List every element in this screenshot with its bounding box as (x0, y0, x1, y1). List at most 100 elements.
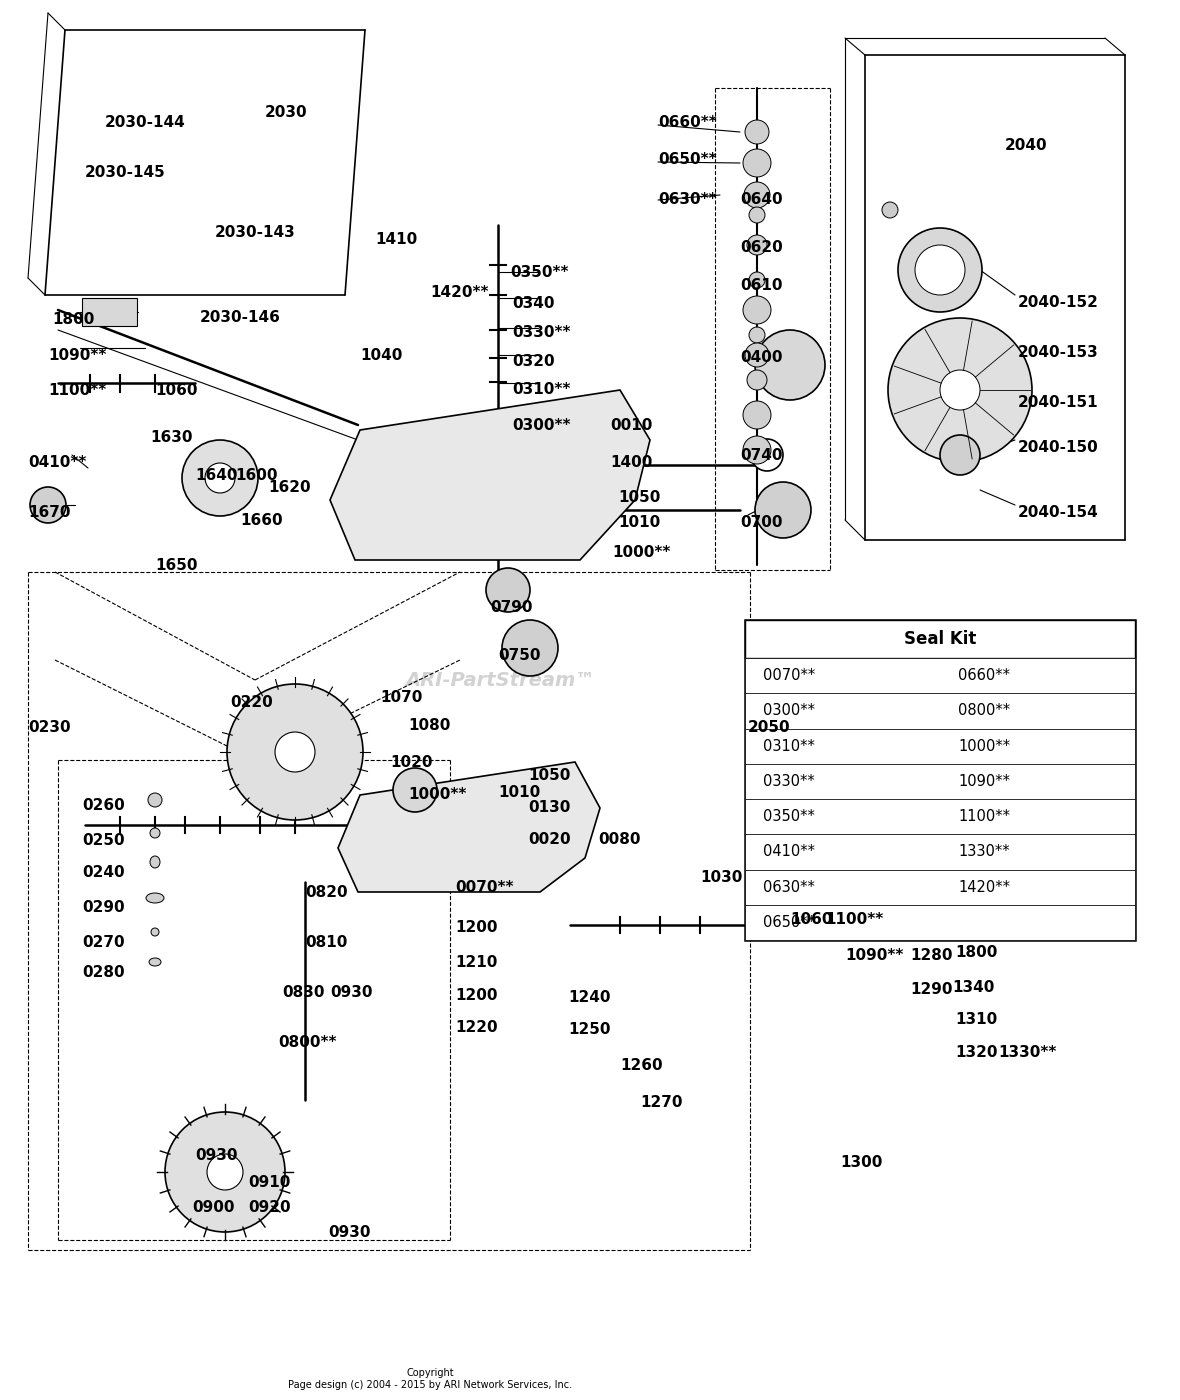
Text: 0280: 0280 (81, 965, 125, 980)
Text: 0080: 0080 (598, 832, 641, 847)
Text: 0290: 0290 (81, 900, 125, 916)
Polygon shape (337, 762, 599, 892)
Text: 0740: 0740 (740, 448, 782, 463)
Text: 0250: 0250 (81, 833, 125, 848)
Text: 1240: 1240 (568, 990, 610, 1005)
Text: 0650**: 0650** (763, 914, 815, 930)
Text: 0220: 0220 (230, 694, 273, 710)
Text: 1330**: 1330** (998, 1044, 1056, 1060)
Text: 1800: 1800 (955, 945, 997, 960)
Circle shape (275, 732, 315, 771)
Text: 0010: 0010 (610, 419, 653, 433)
Text: 1220: 1220 (455, 1021, 498, 1035)
Text: 0350**: 0350** (510, 265, 569, 280)
Bar (745, 728, 1135, 764)
Circle shape (749, 272, 765, 288)
Text: 0930: 0930 (328, 1225, 371, 1240)
Text: 1000**: 1000** (612, 545, 670, 560)
Circle shape (881, 202, 898, 218)
Text: 2040-150: 2040-150 (1018, 440, 1099, 455)
Bar (745, 620, 1135, 939)
Text: 0130: 0130 (527, 799, 570, 815)
Bar (745, 658, 1135, 693)
Text: 1320: 1320 (955, 1044, 997, 1060)
Circle shape (749, 328, 765, 343)
Circle shape (743, 400, 771, 428)
Text: 1060: 1060 (155, 384, 197, 398)
Text: 1050: 1050 (527, 769, 570, 783)
Ellipse shape (150, 827, 160, 839)
Text: 0350**: 0350** (763, 809, 815, 825)
Text: 1020: 1020 (391, 755, 433, 770)
Text: 1420**: 1420** (430, 286, 489, 300)
Text: 0410**: 0410** (28, 455, 86, 470)
Text: 2030: 2030 (266, 105, 308, 120)
Text: 0910: 0910 (248, 1175, 290, 1190)
Text: 1800: 1800 (52, 312, 94, 328)
Text: 2030-145: 2030-145 (85, 165, 165, 181)
Text: 1090**: 1090** (958, 774, 1010, 788)
Text: 2030-143: 2030-143 (215, 225, 296, 239)
Text: 1010: 1010 (618, 515, 661, 531)
Text: ARI-PartStream™: ARI-PartStream™ (405, 671, 595, 690)
Text: 1200: 1200 (455, 920, 498, 935)
Text: 1420**: 1420** (958, 879, 1010, 895)
Text: 0790: 0790 (490, 601, 532, 615)
Text: 0920: 0920 (248, 1200, 290, 1215)
Text: 1620: 1620 (268, 480, 310, 496)
Bar (745, 620, 1135, 658)
Text: 2040-154: 2040-154 (1018, 505, 1099, 519)
Text: 1670: 1670 (28, 505, 71, 519)
Text: 1000**: 1000** (408, 787, 466, 802)
Circle shape (205, 463, 235, 493)
Text: 0020: 0020 (527, 832, 571, 847)
Circle shape (889, 318, 1032, 462)
Text: 0830: 0830 (282, 986, 324, 1000)
Text: 1200: 1200 (455, 988, 498, 1002)
Text: 0410**: 0410** (763, 844, 815, 860)
Circle shape (749, 207, 765, 223)
Text: 0930: 0930 (330, 986, 373, 1000)
Bar (745, 799, 1135, 834)
Text: 0900: 0900 (192, 1200, 235, 1215)
Text: 1000**: 1000** (958, 739, 1010, 753)
Text: 1410: 1410 (375, 232, 418, 246)
Ellipse shape (149, 958, 160, 966)
Bar (81, 298, 137, 326)
Text: 1330**: 1330** (958, 844, 1010, 860)
Text: 0340: 0340 (512, 295, 555, 311)
Circle shape (502, 620, 558, 676)
Text: 0070**: 0070** (763, 668, 815, 683)
Text: 1080: 1080 (408, 718, 451, 734)
Circle shape (206, 1154, 243, 1190)
Text: 1280: 1280 (910, 948, 952, 963)
Circle shape (750, 440, 784, 470)
Text: 0820: 0820 (304, 885, 348, 900)
Text: 0310**: 0310** (512, 382, 570, 398)
Text: Copyright
Page design (c) 2004 - 2015 by ARI Network Services, Inc.: Copyright Page design (c) 2004 - 2015 by… (288, 1368, 572, 1390)
Text: Seal Kit: Seal Kit (904, 630, 976, 648)
Text: 1300: 1300 (840, 1155, 883, 1170)
Bar (745, 764, 1135, 799)
Text: 0620: 0620 (740, 239, 782, 255)
Bar (745, 693, 1135, 728)
Ellipse shape (146, 893, 164, 903)
Circle shape (165, 1112, 286, 1232)
Circle shape (745, 343, 769, 367)
Circle shape (227, 685, 363, 820)
Text: 2040-153: 2040-153 (1018, 344, 1099, 360)
Text: 0260: 0260 (81, 798, 125, 813)
Circle shape (745, 182, 771, 209)
Text: 0300**: 0300** (763, 703, 815, 718)
Circle shape (393, 769, 437, 812)
Text: 0310**: 0310** (763, 739, 815, 753)
Text: 0240: 0240 (81, 865, 125, 881)
Text: 1630: 1630 (150, 430, 192, 445)
Text: 0230: 0230 (28, 720, 71, 735)
Polygon shape (330, 391, 650, 560)
Circle shape (30, 487, 66, 524)
Text: 1290: 1290 (910, 981, 952, 997)
Circle shape (747, 370, 767, 391)
Circle shape (940, 435, 981, 475)
Text: 0330**: 0330** (512, 325, 570, 340)
